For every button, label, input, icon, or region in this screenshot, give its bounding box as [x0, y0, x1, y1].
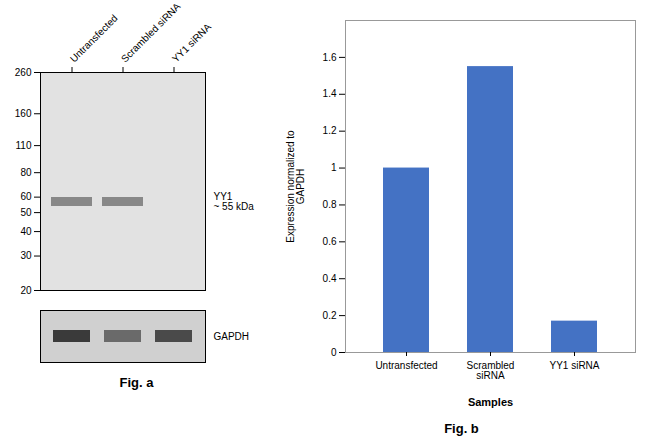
svg-text:60: 60	[20, 191, 32, 202]
svg-text:80: 80	[20, 167, 32, 178]
html-text:Fig. a: Fig. a	[119, 375, 154, 390]
svg-text:Scrambled siRNA: Scrambled siRNA	[118, 0, 183, 65]
svg-text:0: 0	[331, 347, 337, 358]
svg-text:YY1 siRNA: YY1 siRNA	[170, 21, 213, 64]
svg-text:0.8: 0.8	[323, 199, 337, 210]
svg-text:0.2: 0.2	[323, 310, 337, 321]
svg-text:Samples: Samples	[468, 396, 513, 408]
svg-text:1: 1	[331, 162, 337, 173]
svg-text:30: 30	[20, 250, 32, 261]
svg-text:0.4: 0.4	[323, 273, 337, 284]
svg-text:GAPDH: GAPDH	[214, 331, 250, 342]
svg-text:YY1~ 55 kDa: YY1~ 55 kDa	[214, 191, 255, 212]
svg-text:50: 50	[20, 207, 32, 218]
svg-text:160: 160	[15, 108, 32, 119]
svg-text:ScrambledsiRNA: ScrambledsiRNA	[467, 360, 515, 381]
svg-text:20: 20	[20, 285, 32, 296]
svg-text:Expression normalized toGAPDH: Expression normalized toGAPDH	[285, 130, 306, 243]
svg-text:Untransfected: Untransfected	[375, 360, 437, 371]
html-text:Fig. b: Fig. b	[444, 421, 479, 436]
svg-text:1.2: 1.2	[323, 125, 337, 136]
svg-text:Untransfected: Untransfected	[68, 13, 120, 65]
svg-text:260: 260	[15, 67, 32, 78]
svg-text:0.6: 0.6	[323, 236, 337, 247]
svg-text:YY1 siRNA: YY1 siRNA	[549, 360, 599, 371]
svg-text:110: 110	[16, 140, 32, 151]
svg-text:1.4: 1.4	[323, 88, 337, 99]
svg-text:1.6: 1.6	[323, 52, 337, 63]
svg-text:40: 40	[20, 226, 32, 237]
